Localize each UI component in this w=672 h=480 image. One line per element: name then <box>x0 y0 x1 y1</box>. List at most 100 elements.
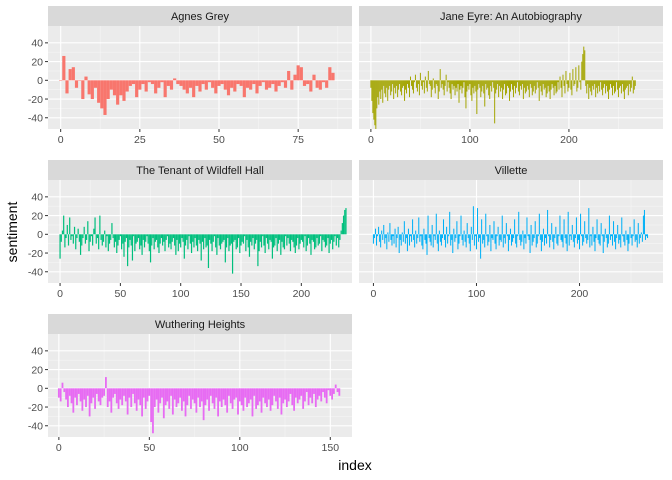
bar-jane-eyre-an-autobiography-239 <box>607 80 609 92</box>
bar-villette-39 <box>413 234 415 240</box>
x-tick-label: 200 <box>560 134 578 146</box>
bar-the-tenant-of-wildfell-hall-76 <box>151 234 153 246</box>
bar-jane-eyre-an-autobiography-250 <box>617 80 619 98</box>
bar-the-tenant-of-wildfell-hall-154 <box>245 234 247 252</box>
bar-jane-eyre-an-autobiography-49 <box>418 80 420 96</box>
bar-villette-165 <box>542 228 544 235</box>
bar-jane-eyre-an-autobiography-59 <box>428 80 430 85</box>
bar-the-tenant-of-wildfell-hall-168 <box>262 234 264 237</box>
bar-villette-239 <box>619 234 621 240</box>
bar-agnes-grey-35 <box>169 80 174 90</box>
bar-villette-177 <box>555 226 557 235</box>
bar-the-tenant-of-wildfell-hall-209 <box>311 234 313 240</box>
bar-agnes-grey-62 <box>255 80 259 94</box>
bar-jane-eyre-an-autobiography-228 <box>596 80 598 88</box>
bar-the-tenant-of-wildfell-hall-164 <box>257 234 259 267</box>
x-tick-label: 150 <box>322 442 340 454</box>
bar-villette-214 <box>593 234 595 242</box>
bar-jane-eyre-an-autobiography-134 <box>503 80 505 90</box>
bar-villette-243 <box>623 234 625 242</box>
bar-wuthering-heights-25 <box>103 388 105 396</box>
bar-jane-eyre-an-autobiography-91 <box>460 80 462 86</box>
bar-villette-216 <box>595 234 597 239</box>
bar-the-tenant-of-wildfell-hall-202 <box>303 234 305 248</box>
bar-agnes-grey-9 <box>87 80 91 95</box>
bar-agnes-grey-3 <box>68 69 72 81</box>
bar-jane-eyre-an-autobiography-152 <box>520 80 522 90</box>
bar-the-tenant-of-wildfell-hall-136 <box>223 234 225 240</box>
bar-jane-eyre-an-autobiography-13 <box>383 80 385 86</box>
bar-wuthering-heights-41 <box>132 388 134 394</box>
bar-the-tenant-of-wildfell-hall-218 <box>322 234 324 240</box>
facet-strip <box>359 6 663 26</box>
bar-villette-86 <box>461 234 463 240</box>
bar-villette-200 <box>579 234 581 250</box>
bar-wuthering-heights-80 <box>202 388 205 421</box>
bar-wuthering-heights-142 <box>314 388 317 408</box>
bar-jane-eyre-an-autobiography-170 <box>538 80 540 101</box>
bar-the-tenant-of-wildfell-hall-91 <box>169 234 171 244</box>
bar-villette-124 <box>500 234 502 242</box>
bar-jane-eyre-an-autobiography-219 <box>587 80 589 85</box>
bar-agnes-grey-20 <box>122 80 126 101</box>
bar-jane-eyre-an-autobiography-70 <box>439 69 441 81</box>
bar-villette-160 <box>537 234 539 237</box>
bar-jane-eyre-an-autobiography-1 <box>371 80 373 101</box>
bar-the-tenant-of-wildfell-hall-221 <box>326 234 328 246</box>
bar-jane-eyre-an-autobiography-62 <box>431 80 433 90</box>
bar-jane-eyre-an-autobiography-177 <box>545 80 547 98</box>
bar-the-tenant-of-wildfell-hall-146 <box>235 234 237 250</box>
bar-villette-205 <box>584 221 586 235</box>
bar-the-tenant-of-wildfell-hall-210 <box>312 234 314 242</box>
bar-wuthering-heights-85 <box>211 388 214 404</box>
bar-the-tenant-of-wildfell-hall-180 <box>276 234 278 252</box>
y-tick-label: 0 <box>37 383 43 395</box>
bar-the-tenant-of-wildfell-hall-190 <box>288 234 290 244</box>
bar-jane-eyre-an-autobiography-47 <box>416 80 418 92</box>
bar-jane-eyre-an-autobiography-195 <box>563 80 565 86</box>
bar-jane-eyre-an-autobiography-17 <box>387 80 389 101</box>
bar-the-tenant-of-wildfell-hall-141 <box>229 234 231 246</box>
bar-the-tenant-of-wildfell-hall-123 <box>207 234 210 269</box>
bar-the-tenant-of-wildfell-hall-114 <box>196 234 199 252</box>
bar-jane-eyre-an-autobiography-14 <box>384 80 386 94</box>
bar-the-tenant-of-wildfell-hall-214 <box>317 234 319 246</box>
bar-agnes-grey-33 <box>163 80 167 98</box>
bar-wuthering-heights-92 <box>224 388 227 406</box>
bar-jane-eyre-an-autobiography-21 <box>391 80 393 92</box>
bar-agnes-grey-58 <box>242 80 246 98</box>
bar-villette-22 <box>395 234 397 248</box>
bar-the-tenant-of-wildfell-hall-90 <box>168 234 170 248</box>
bar-agnes-grey-5 <box>74 80 79 88</box>
bar-the-tenant-of-wildfell-hall-79 <box>154 234 156 242</box>
bar-the-tenant-of-wildfell-hall-71 <box>145 234 147 242</box>
bar-jane-eyre-an-autobiography-156 <box>524 80 526 94</box>
bar-the-tenant-of-wildfell-hall-41 <box>108 234 111 244</box>
bar-wuthering-heights-76 <box>195 388 198 413</box>
bar-the-tenant-of-wildfell-hall-110 <box>192 234 194 242</box>
bar-jane-eyre-an-autobiography-187 <box>555 80 557 94</box>
x-tick-label: 0 <box>57 288 63 300</box>
bar-wuthering-heights-50 <box>148 388 151 396</box>
bar-villette-37 <box>411 234 413 242</box>
bar-villette-220 <box>599 234 601 246</box>
bar-wuthering-heights-17 <box>88 388 91 417</box>
bar-wuthering-heights-0 <box>57 388 60 398</box>
bar-agnes-grey-21 <box>125 80 129 92</box>
bar-villette-172 <box>550 234 552 240</box>
bar-jane-eyre-an-autobiography-65 <box>434 80 436 94</box>
y-tick-label: -40 <box>28 113 43 125</box>
bar-villette-123 <box>499 234 501 240</box>
bar-villette-219 <box>598 234 600 244</box>
bar-jane-eyre-an-autobiography-108 <box>477 80 479 90</box>
bar-villette-225 <box>604 228 606 235</box>
bar-wuthering-heights-16 <box>86 388 89 396</box>
bar-villette-74 <box>449 211 451 235</box>
panel-background <box>48 334 352 437</box>
bar-wuthering-heights-140 <box>311 388 314 404</box>
bar-jane-eyre-an-autobiography-154 <box>522 80 524 100</box>
bar-jane-eyre-an-autobiography-158 <box>526 80 528 86</box>
bar-the-tenant-of-wildfell-hall-7 <box>67 234 70 246</box>
bar-the-tenant-of-wildfell-hall-97 <box>176 234 178 240</box>
bar-villette-129 <box>505 223 507 235</box>
